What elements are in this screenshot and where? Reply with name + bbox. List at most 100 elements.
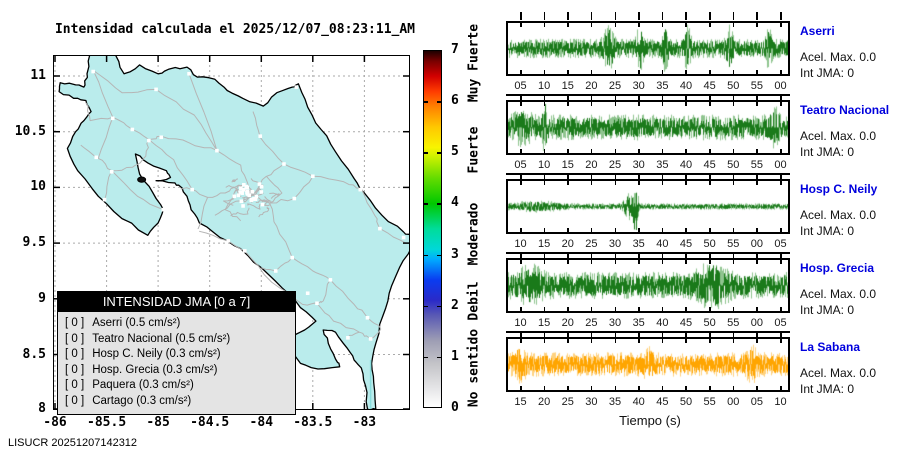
panel-time-tick-label: 55 xyxy=(750,159,764,171)
panel-inner-tick xyxy=(732,386,735,390)
seismogram-hosp-c-neily xyxy=(506,179,790,234)
panel-inner-tick xyxy=(520,339,522,343)
legend-entry-intensity: [ 0 ] xyxy=(65,394,85,407)
seismogram-la-sabana xyxy=(506,337,790,392)
panel-time-tick-label: 15 xyxy=(538,317,551,329)
panel-time-tick-label: 20 xyxy=(561,317,574,329)
panel-inner-tick xyxy=(685,102,687,106)
panel-inner-tick xyxy=(756,181,758,185)
y-tick-label: 11 xyxy=(30,68,46,83)
panel-time-tick-label: 10 xyxy=(514,238,527,250)
panel-time-tick-label: 30 xyxy=(632,159,645,171)
jma-legend-entry: [ 0 ] Aserri (0.5 cm/s²) xyxy=(65,316,295,332)
panel-inner-tick xyxy=(543,181,546,185)
colorbar-tick-label: 4 xyxy=(451,195,459,211)
panel-inner-tick xyxy=(638,181,640,185)
colorbar-tick-label: 1 xyxy=(451,348,459,364)
panel-inner-tick xyxy=(638,228,640,232)
panel-inner-tick xyxy=(638,339,640,343)
panel-inner-tick xyxy=(543,228,546,232)
panel-time-tick-label: 15 xyxy=(561,159,574,171)
waveform-canvas xyxy=(508,339,788,390)
panel-inner-tick xyxy=(590,102,593,106)
panel-inner-tick xyxy=(614,70,617,74)
panel-inner-tick xyxy=(590,339,593,343)
legend-entry-station: Cartago (0.3 cm/s²) xyxy=(92,394,192,407)
panel-divider-tick xyxy=(614,174,617,180)
panel-time-tick-label: 55 xyxy=(727,238,740,250)
station-name: Hosp. Grecia xyxy=(800,261,875,275)
panel-divider-tick xyxy=(520,332,522,338)
colorbar-zone-label: No sentido xyxy=(466,328,482,408)
panel-inner-tick xyxy=(590,149,593,153)
legend-entry-intensity: [ 0 ] xyxy=(65,379,85,391)
waveform-canvas xyxy=(508,23,788,74)
panel-divider-tick xyxy=(567,332,569,338)
panel-divider-tick xyxy=(520,174,522,180)
y-tick-label: 10.5 xyxy=(14,123,46,139)
panel-time-tick-label: 30 xyxy=(608,238,622,250)
colorbar-tick-label: 2 xyxy=(451,297,459,313)
panel-divider-tick xyxy=(709,253,711,259)
panel-divider-tick xyxy=(661,95,664,101)
panel-inner-tick xyxy=(732,181,735,185)
panel-inner-tick xyxy=(756,149,758,153)
station-name: Aserri xyxy=(800,24,835,38)
panel-top-tick xyxy=(756,12,758,20)
colorbar-tick xyxy=(424,152,428,154)
panel-time-tick-label: 25 xyxy=(585,238,598,250)
panel-time-tick-label: 05 xyxy=(774,238,787,250)
panel-inner-tick xyxy=(685,149,687,153)
panel-inner-tick xyxy=(543,339,546,343)
panel-divider-tick xyxy=(661,253,664,259)
colorbar-tick xyxy=(424,101,428,103)
panel-time-tick-label: 20 xyxy=(585,80,598,92)
legend-entry-intensity: [ 0 ] xyxy=(65,363,85,376)
legend-entry-station: Teatro Nacional (0.5 cm/s²) xyxy=(92,332,231,345)
legend-entry-intensity: [ 0 ] xyxy=(65,317,85,329)
panel-inner-tick xyxy=(567,260,569,264)
panel-inner-tick xyxy=(709,181,711,185)
x-tick-label: -84 xyxy=(249,415,274,430)
panel-top-tick xyxy=(590,12,593,20)
panel-inner-tick xyxy=(780,386,782,390)
legend-entry-station: Hosp C. Neily (0.3 cm/s²) xyxy=(92,348,221,360)
panel-divider-tick xyxy=(614,253,617,259)
panel-inner-tick xyxy=(709,228,711,232)
panel-time-tick-label: 50 xyxy=(727,159,740,171)
panel-inner-tick xyxy=(756,260,758,264)
panel-time-tick-label: 35 xyxy=(608,396,622,408)
station-int-jma: Int JMA: 0 xyxy=(800,382,855,396)
station-acel-max: Acel. Max. 0.0 xyxy=(800,208,877,222)
panel-time-tick-label: 30 xyxy=(585,396,598,408)
panel-divider-tick xyxy=(661,174,664,180)
legend-entry-station: Aserri (0.5 cm/s²) xyxy=(92,317,181,329)
jma-legend: INTENSIDAD JMA [0 a 7] [ 0 ] Aserri (0.5 … xyxy=(57,291,296,415)
panel-time-tick-label: 10 xyxy=(538,80,551,92)
panel-inner-tick xyxy=(661,228,664,232)
panel-time-tick-label: 10 xyxy=(514,317,527,329)
colorbar-tick-label: 0 xyxy=(451,400,459,415)
legend-entry-station: Paquera (0.3 cm/s²) xyxy=(92,379,194,391)
panel-inner-tick xyxy=(780,181,782,185)
colorbar-tick xyxy=(424,254,428,257)
panel-inner-tick xyxy=(543,149,546,153)
panel-top-tick xyxy=(614,12,617,20)
panel-inner-tick xyxy=(614,307,617,311)
panel-inner-tick xyxy=(732,149,735,153)
panel-inner-tick xyxy=(543,23,546,27)
panel-divider-tick xyxy=(638,332,640,338)
station-acel-max: Acel. Max. 0.0 xyxy=(800,50,877,64)
panel-inner-tick xyxy=(756,228,758,232)
watermark: LISUCR 20251207142312 xyxy=(8,437,138,449)
colorbar-zone-label: Moderado xyxy=(466,202,482,266)
panel-time-tick-label: 50 xyxy=(727,80,740,92)
waveform-canvas xyxy=(508,260,788,311)
jma-legend-entry: [ 0 ] Hosp. Grecia (0.3 cm/s²) xyxy=(65,363,295,379)
panel-divider-tick xyxy=(661,332,664,338)
panel-inner-tick xyxy=(543,386,546,390)
panel-time-tick-label: 20 xyxy=(538,396,551,408)
panel-inner-tick xyxy=(520,181,522,185)
panel-time-tick-label: 45 xyxy=(703,159,716,171)
panel-inner-tick xyxy=(732,228,735,232)
